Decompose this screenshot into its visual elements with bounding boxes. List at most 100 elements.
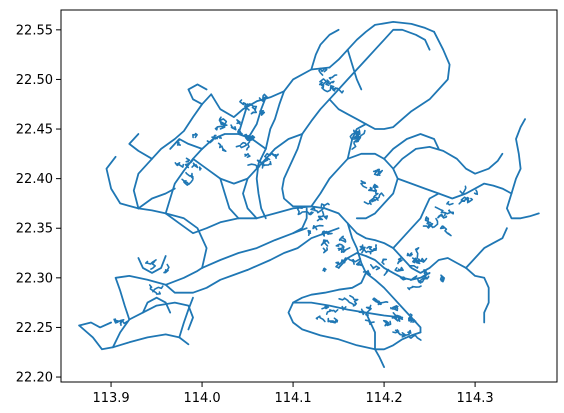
road-cluster-segment-55: [372, 168, 380, 177]
road-cluster-segment-128: [443, 209, 455, 217]
road-cluster-segment-103: [349, 294, 359, 307]
road-segment-29: [505, 192, 540, 220]
road-segment-43: [141, 296, 172, 314]
road-segment-20: [328, 30, 451, 130]
road-cluster-segment-32: [329, 86, 337, 92]
road-cluster-segment-72: [338, 235, 347, 243]
road-segment-3: [114, 266, 204, 321]
road-segment-1: [78, 321, 112, 329]
road-cluster-segment-86: [410, 275, 422, 283]
road-cluster-segment-57: [312, 224, 324, 231]
road-cluster-segment-139: [150, 260, 156, 270]
road-cluster-segment-102: [418, 277, 425, 284]
road-cluster-segment-0: [235, 141, 248, 149]
y-axis: 22.20 22.25 22.30 22.35 22.40 22.45 22.50 22.55: [16, 23, 61, 386]
road-segment-33: [465, 266, 490, 324]
road-cluster-segment-122: [407, 316, 417, 323]
road-cluster-segment-112: [315, 315, 326, 323]
road-cluster-segment-108: [341, 305, 347, 311]
road-cluster-segment-85: [411, 259, 421, 265]
x-axis: 113.9 114.0 114.1 114.2 114.3: [92, 382, 494, 406]
road-cluster-segment-58: [296, 205, 307, 216]
road-cluster-segment-143: [458, 196, 470, 205]
road-cluster-segment-66: [322, 230, 333, 235]
road-segment-17: [264, 90, 285, 150]
road-cluster-segment-2: [243, 133, 254, 142]
road-cluster-segment-17: [184, 159, 194, 169]
road-segment-38: [374, 348, 386, 369]
road-segment-13: [192, 133, 304, 185]
road-segment-48: [242, 177, 258, 220]
road-cluster-segment-29: [256, 159, 264, 169]
road-segment-45: [187, 83, 208, 106]
y-tick-label-5: 22.45: [16, 123, 53, 138]
road-cluster-segment-13: [244, 134, 256, 141]
road-cluster-segment-34: [328, 74, 338, 80]
road-cluster-segment-138: [152, 285, 164, 293]
road-segment-51: [346, 48, 363, 91]
road-cluster-segment-54: [372, 183, 379, 189]
road-segment-27: [392, 145, 504, 175]
road-cluster-segment-125: [408, 334, 422, 341]
road-cluster-segment-84: [340, 246, 346, 253]
road-segment-28: [396, 177, 513, 200]
road-cluster-segment-107: [338, 297, 355, 306]
road-cluster-segment-9: [217, 142, 227, 152]
road-cluster-segment-106: [391, 314, 401, 323]
road-cluster-segment-119: [382, 319, 392, 327]
road-cluster-segment-67: [335, 243, 345, 248]
road-cluster-segment-46: [349, 133, 359, 140]
road-segment-23: [310, 205, 395, 250]
road-cluster-segment-1: [244, 153, 251, 158]
road-segment-47: [128, 133, 153, 160]
road-cluster-segment-36: [319, 81, 327, 89]
road-cluster-segment-88: [406, 252, 413, 257]
road-segment-44: [178, 296, 194, 339]
y-tick-label-6: 22.50: [16, 73, 53, 88]
road-cluster-segment-37: [321, 85, 335, 93]
road-cluster-segment-28: [247, 163, 261, 169]
road-cluster-segment-87: [420, 257, 428, 263]
road-segment-26: [383, 133, 440, 160]
road-cluster-segment-78: [359, 245, 366, 254]
road-segment-46: [169, 138, 204, 150]
road-segment-7: [137, 207, 208, 269]
road-cluster-segment-130: [446, 201, 454, 206]
road-cluster-segment-93: [408, 264, 419, 269]
road-cluster-segment-69: [362, 269, 372, 276]
road-cluster-segment-53: [367, 186, 377, 192]
road-cluster-segment-11: [218, 116, 226, 126]
road-cluster-segment-144: [473, 189, 479, 196]
road-cluster-segment-25: [263, 152, 277, 161]
road-cluster-segment-70: [369, 244, 378, 255]
road-cluster-segment-77: [366, 245, 377, 252]
road-cluster-segment-4: [230, 124, 237, 131]
road-cluster-segment-129: [439, 225, 452, 237]
road-cluster-segment-21: [181, 178, 187, 184]
road-cluster-segment-22: [174, 162, 185, 168]
x-tick-label-0: 113.9: [92, 391, 129, 406]
road-cluster-segment-83: [335, 259, 345, 269]
road-cluster-segment-90: [381, 258, 388, 265]
road-cluster-segment-26: [262, 157, 269, 167]
y-tick-label-7: 22.55: [16, 23, 53, 38]
road-cluster-segment-56: [376, 168, 384, 176]
road-segment-0: [78, 324, 190, 351]
road-cluster-segment-35: [325, 79, 330, 87]
road-cluster-segment-110: [358, 308, 366, 316]
road-cluster-segment-47: [352, 129, 361, 136]
road-cluster-segment-133: [424, 216, 432, 224]
road-cluster-segment-73: [355, 260, 363, 267]
y-tick-label-1: 22.25: [16, 321, 53, 336]
road-segment-39: [364, 311, 376, 351]
road-cluster-segment-115: [327, 317, 339, 324]
road-cluster-segment-64: [316, 214, 325, 222]
road-segment-50: [310, 28, 340, 71]
road-network: [78, 20, 540, 369]
road-cluster-segment-142: [119, 319, 128, 327]
road-cluster-segment-74: [369, 263, 381, 271]
road-cluster-segment-99: [407, 285, 422, 291]
road-segment-34: [465, 227, 508, 269]
road-cluster-segment-109: [325, 308, 339, 316]
